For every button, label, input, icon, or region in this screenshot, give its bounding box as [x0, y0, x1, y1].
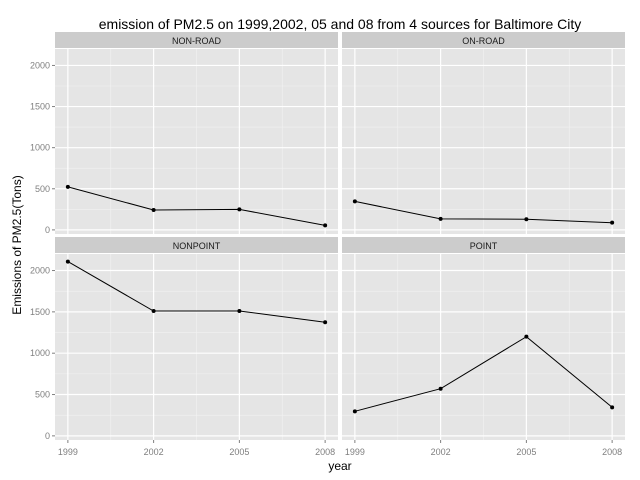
x-tick-label: 1999: [345, 447, 365, 457]
data-point: [610, 220, 615, 225]
facet-strip: [55, 32, 338, 48]
facet-strip: [342, 32, 625, 48]
series-line: [354, 336, 613, 412]
x-axis-label: year: [328, 459, 351, 473]
data-point: [65, 184, 70, 189]
x-tick-label: 2005: [516, 447, 536, 457]
x-tick-label: 2002: [431, 447, 451, 457]
facet-panel: POINT: [342, 237, 625, 440]
y-tick-label: 0: [45, 431, 50, 441]
x-tick-label: 2002: [144, 447, 164, 457]
series-line: [354, 200, 613, 224]
y-tick-label: 500: [35, 184, 50, 194]
facet-strip: [55, 237, 338, 253]
facet-strip-label: ON-ROAD: [462, 36, 505, 46]
data-point: [438, 386, 443, 391]
x-tick-label: 2005: [229, 447, 249, 457]
y-tick-label: 2000: [30, 60, 50, 70]
x-tick-label: 1999: [58, 447, 78, 457]
x-tick-label: 2008: [315, 447, 335, 457]
facet-panel: NON-ROAD: [55, 32, 338, 234]
data-point: [65, 259, 70, 264]
y-axis-label: Emissions of PM2.5(Tons): [10, 175, 24, 314]
facet-strip: [342, 237, 625, 253]
facets: NON-ROAD ON-ROAD NONPOINT POINT: [55, 32, 625, 440]
y-tick-label: 1500: [30, 307, 50, 317]
y-tick-label: 0: [45, 225, 50, 235]
facet-strip-label: NON-ROAD: [172, 36, 221, 46]
facet-strip-label: POINT: [470, 241, 498, 251]
y-tick-label: 1000: [30, 143, 50, 153]
facet-panel: ON-ROAD: [342, 32, 625, 234]
data-point: [352, 409, 357, 414]
data-point: [237, 207, 242, 212]
x-tick-label: 2008: [602, 447, 622, 457]
series-line: [67, 186, 326, 226]
data-point: [151, 207, 156, 212]
data-point: [323, 223, 328, 228]
data-point: [352, 199, 357, 204]
data-point: [524, 217, 529, 222]
y-tick-label: 500: [35, 390, 50, 400]
facet-panel: NONPOINT: [55, 237, 338, 440]
y-tick-label: 1000: [30, 348, 50, 358]
data-point: [610, 405, 615, 410]
axes: 0 500 1000 1500 2000 0 500 1000 1500 2000 1999 2002…: [30, 60, 622, 457]
series-line: [67, 261, 326, 323]
data-point: [438, 216, 443, 221]
data-point: [524, 334, 529, 339]
data-point: [323, 320, 328, 325]
facet-strip-label: NONPOINT: [173, 241, 221, 251]
y-tick-label: 1500: [30, 102, 50, 112]
chart-title: emission of PM2.5 on 1999,2002, 05 and 0…: [99, 16, 581, 32]
data-point: [151, 309, 156, 314]
data-point: [237, 309, 242, 314]
y-tick-label: 2000: [30, 266, 50, 276]
